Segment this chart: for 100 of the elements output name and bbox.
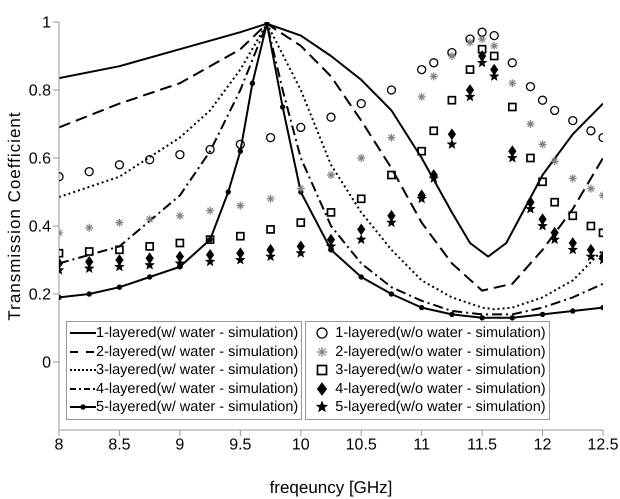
point	[266, 194, 276, 204]
point	[447, 51, 456, 61]
point	[357, 224, 366, 235]
point	[448, 128, 456, 140]
point	[175, 211, 184, 220]
y-tick-label: 0.4	[28, 218, 52, 236]
point	[388, 291, 394, 297]
point	[326, 170, 336, 180]
y-tick-label: 0.6	[28, 150, 52, 168]
point	[205, 144, 215, 154]
legend-label: 3-layered(w/o water - simulation)	[335, 362, 546, 378]
point	[145, 242, 154, 251]
x-tick-label: 8	[54, 436, 64, 454]
point	[550, 156, 560, 166]
point	[540, 312, 546, 318]
point	[510, 315, 516, 320]
point	[236, 232, 245, 241]
point	[465, 34, 475, 44]
point	[538, 140, 548, 149]
y-axis-title: Transmission Coefficient	[5, 111, 24, 321]
point	[386, 133, 396, 142]
point	[387, 170, 396, 180]
point	[508, 102, 517, 112]
legend-label: 1-layered(w/ water - simulation)	[96, 325, 298, 342]
point	[356, 153, 366, 163]
x-tick-label: 11	[413, 436, 430, 454]
point	[296, 218, 306, 227]
point	[226, 189, 231, 195]
point	[446, 139, 457, 149]
point	[176, 238, 184, 248]
point	[114, 218, 124, 228]
point	[429, 126, 438, 136]
point	[448, 96, 456, 105]
point	[236, 201, 245, 210]
point	[490, 41, 499, 50]
point	[570, 308, 576, 314]
x-tick-label: 12.5	[587, 436, 619, 454]
x-tick-label: 12	[534, 436, 552, 454]
point	[264, 22, 270, 26]
point	[84, 166, 94, 176]
x-axis-title: freqeuncy [GHz]	[270, 478, 392, 497]
point	[508, 78, 517, 88]
legend-label: 1-layered(w/o water - simulation)	[335, 325, 546, 342]
legend-label: 3-layered(w/ water - simulation)	[96, 362, 298, 378]
point	[478, 34, 487, 44]
point	[206, 206, 215, 216]
x-tick-label: 11.5	[467, 436, 498, 454]
point	[356, 98, 366, 108]
y-tick-label: 0.2	[28, 286, 52, 304]
point	[145, 214, 154, 224]
point	[568, 116, 578, 126]
point	[538, 177, 547, 186]
point	[508, 58, 517, 68]
point	[538, 96, 548, 105]
point	[449, 312, 455, 318]
point	[429, 72, 438, 81]
point	[447, 48, 457, 58]
legend-label: 2-layered(w/o water - simulation)	[335, 344, 546, 360]
legend-label: 4-layered(w/ water - simulation)	[96, 380, 298, 397]
point	[145, 155, 154, 164]
point	[266, 225, 275, 234]
point	[266, 132, 276, 142]
point	[490, 30, 499, 40]
point	[86, 291, 92, 297]
point	[356, 234, 366, 244]
point	[326, 208, 336, 217]
point	[568, 174, 578, 183]
legend-label: 4-layered(w/o water - simulation)	[335, 380, 546, 397]
point	[115, 245, 124, 254]
x-tick-label: 10	[292, 436, 310, 454]
point	[477, 28, 487, 37]
point	[84, 247, 94, 256]
point	[280, 104, 286, 110]
point	[386, 85, 396, 95]
point	[568, 211, 578, 220]
point	[116, 284, 122, 290]
point	[550, 106, 560, 116]
point	[479, 315, 485, 320]
y-tick-label: 1	[42, 14, 52, 32]
point	[417, 64, 426, 74]
point	[466, 65, 474, 74]
point	[238, 148, 244, 154]
point	[250, 80, 256, 86]
point	[296, 122, 306, 132]
legend-label: 2-layered(w/ water - simulation)	[96, 344, 298, 360]
point	[296, 184, 306, 194]
point	[417, 146, 426, 156]
point	[550, 198, 559, 207]
point	[586, 184, 596, 194]
point	[417, 92, 426, 102]
legend-label: 5-layered(w/o water - simulation)	[335, 399, 546, 416]
point	[175, 150, 185, 160]
point	[326, 112, 336, 122]
point	[429, 58, 438, 68]
point	[146, 274, 152, 280]
point	[586, 222, 596, 230]
point	[478, 44, 486, 54]
point	[418, 304, 424, 310]
x-tick-label: 10.5	[346, 436, 377, 454]
legend-label: 5-layered(w/ water - simulation)	[96, 399, 298, 416]
